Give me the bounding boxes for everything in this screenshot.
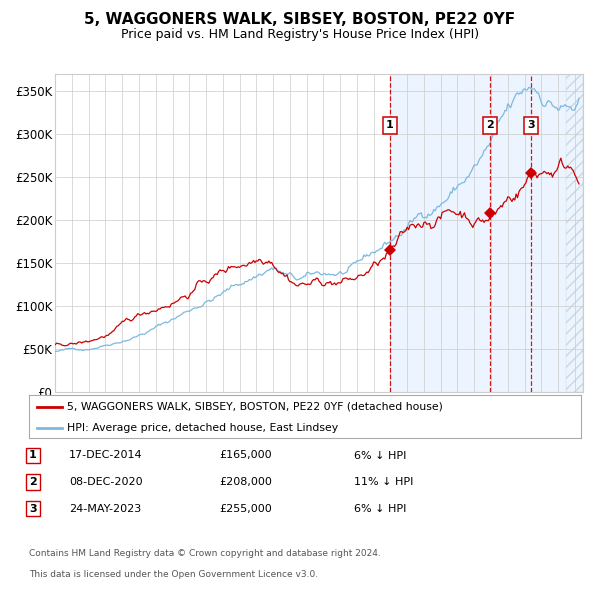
Text: HPI: Average price, detached house, East Lindsey: HPI: Average price, detached house, East… [67, 424, 338, 434]
Text: 17-DEC-2014: 17-DEC-2014 [69, 451, 143, 460]
Text: 11% ↓ HPI: 11% ↓ HPI [354, 477, 413, 487]
Text: £165,000: £165,000 [219, 451, 272, 460]
Text: 6% ↓ HPI: 6% ↓ HPI [354, 451, 406, 460]
Text: £255,000: £255,000 [219, 504, 272, 513]
Bar [390, 74, 583, 392]
Text: £208,000: £208,000 [219, 477, 272, 487]
Text: 1: 1 [29, 451, 37, 460]
Text: 5, WAGGONERS WALK, SIBSEY, BOSTON, PE22 0YF (detached house): 5, WAGGONERS WALK, SIBSEY, BOSTON, PE22 … [67, 402, 443, 412]
Text: Contains HM Land Registry data © Crown copyright and database right 2024.: Contains HM Land Registry data © Crown c… [29, 549, 380, 558]
Text: 1: 1 [386, 120, 394, 130]
Text: 6% ↓ HPI: 6% ↓ HPI [354, 504, 406, 513]
Text: 2: 2 [29, 477, 37, 487]
Text: 08-DEC-2020: 08-DEC-2020 [69, 477, 143, 487]
Text: 3: 3 [29, 504, 37, 513]
Text: This data is licensed under the Open Government Licence v3.0.: This data is licensed under the Open Gov… [29, 571, 318, 579]
Text: 5, WAGGONERS WALK, SIBSEY, BOSTON, PE22 0YF: 5, WAGGONERS WALK, SIBSEY, BOSTON, PE22 … [85, 12, 515, 27]
Text: 2: 2 [486, 120, 494, 130]
Text: 24-MAY-2023: 24-MAY-2023 [69, 504, 141, 513]
Text: 3: 3 [527, 120, 535, 130]
Text: Price paid vs. HM Land Registry's House Price Index (HPI): Price paid vs. HM Land Registry's House … [121, 28, 479, 41]
